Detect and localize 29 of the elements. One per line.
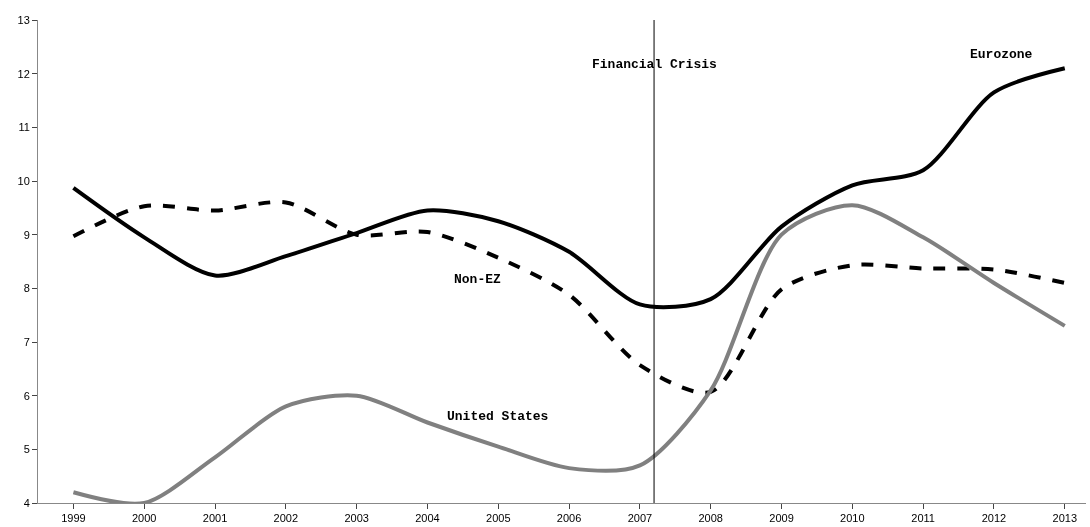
x-tick-label: 2001 <box>202 512 228 525</box>
x-tick-label: 2002 <box>273 512 299 525</box>
y-tick-label: 11 <box>18 121 30 134</box>
y-tick-label: 4 <box>23 496 30 509</box>
x-tick-label: 1999 <box>61 512 86 525</box>
y-tick-label: 8 <box>23 282 30 295</box>
y-tick-label: 5 <box>23 443 30 456</box>
x-tick-label: 2010 <box>840 512 865 525</box>
x-tick-label: 2009 <box>769 512 794 525</box>
x-tick-label: 2011 <box>911 512 935 525</box>
x-tick-label: 2006 <box>556 512 582 525</box>
y-tick-label: 10 <box>17 174 30 187</box>
y-tick-label: 9 <box>23 228 30 241</box>
x-tick-label: 2003 <box>344 512 369 525</box>
y-tick-label: 13 <box>17 13 30 26</box>
series-label: Eurozone <box>970 47 1033 62</box>
series-label: Non-EZ <box>454 272 502 287</box>
y-tick-label: 6 <box>23 389 30 402</box>
ref-line-label: Financial Crisis <box>592 57 718 72</box>
x-tick-label: 2000 <box>131 512 157 525</box>
x-tick-label: 2008 <box>698 512 723 525</box>
x-tick-label: 2004 <box>415 512 440 525</box>
x-tick-label: 2007 <box>627 512 653 525</box>
y-tick-label: 12 <box>17 67 30 80</box>
x-tick-label: 2005 <box>486 512 511 525</box>
x-tick-label: 2013 <box>1052 512 1077 525</box>
x-tick-label: 2012 <box>981 512 1007 525</box>
series-label: United States <box>447 409 549 424</box>
y-tick-label: 7 <box>23 335 30 348</box>
